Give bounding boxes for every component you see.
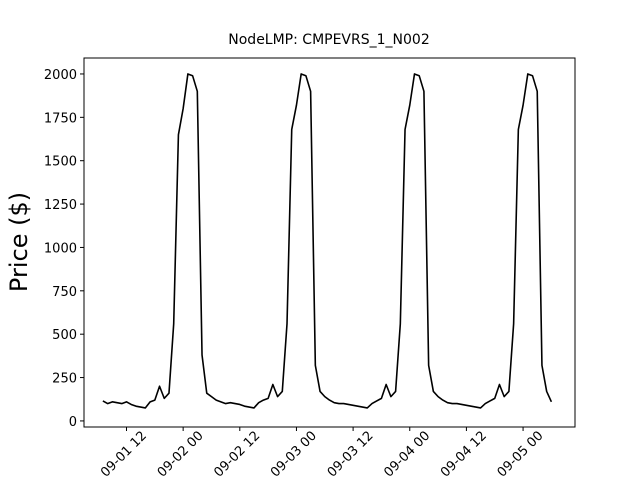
x-tick-label: 09-04 12: [438, 429, 490, 480]
x-tick-label: 09-01 12: [98, 429, 150, 480]
y-tick-label: 500: [52, 328, 77, 343]
price-line: [102, 73, 553, 409]
x-tick-label: 09-03 00: [268, 429, 320, 480]
y-tick-label: 2000: [44, 68, 77, 83]
plot-frame: [83, 57, 576, 428]
y-tick-label: 750: [52, 285, 77, 300]
x-tick-label: 09-02 00: [155, 429, 207, 480]
y-tick-label: 1250: [44, 198, 77, 213]
x-tick-label: 09-02 12: [211, 429, 263, 480]
x-tick-label: 09-03 12: [325, 429, 377, 480]
y-axis-label: Price ($): [5, 192, 33, 292]
chart-title: NodeLMP: CMPEVRS_1_N002: [228, 32, 429, 48]
y-tick-label: 1000: [44, 241, 77, 256]
y-tick-label: 250: [52, 372, 77, 387]
x-tick-label: 09-04 00: [381, 429, 433, 480]
y-tick-label: 1500: [44, 155, 77, 170]
x-tick-label: 09-05 00: [495, 429, 547, 480]
y-tick-label: 1750: [44, 111, 77, 126]
y-tick-label: 0: [69, 415, 77, 430]
